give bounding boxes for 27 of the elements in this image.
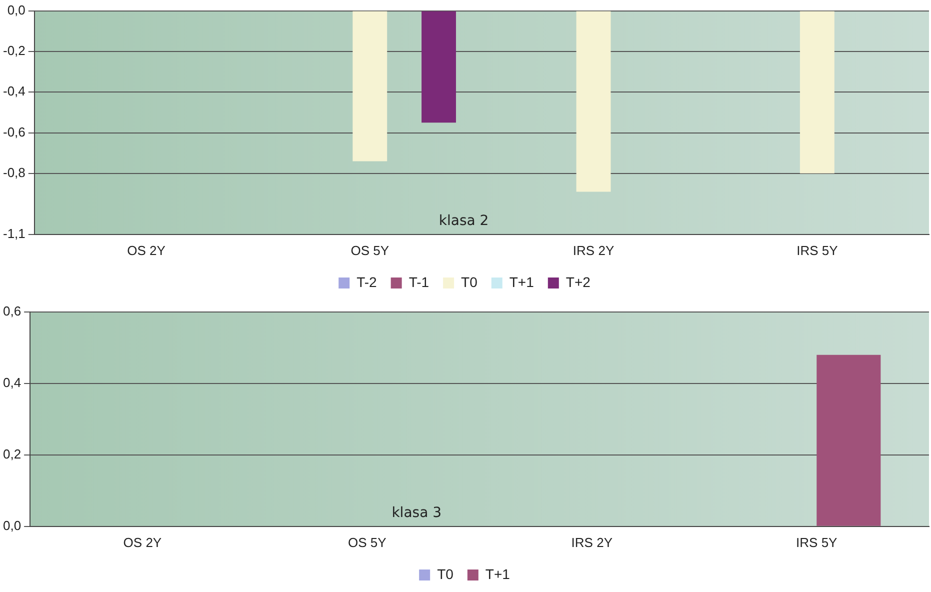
y-tick-label: 0,0: [2, 518, 22, 533]
annotation: klasa 2: [438, 213, 489, 230]
x-tick-label: IRS 5Y: [796, 242, 838, 258]
x-tick-label: IRS 5Y: [796, 534, 838, 550]
y-tick-label: -0,8: [2, 164, 26, 180]
x-tick-label: OS 2Y: [127, 242, 166, 258]
y-tick-label: -0,4: [2, 84, 26, 99]
y-tick-label: 0,0: [7, 2, 26, 18]
legend-label: T+1: [509, 274, 534, 290]
x-tick-label: OS 5Y: [350, 242, 390, 258]
y-tick-label: 0,2: [2, 446, 22, 462]
legend-label: T+2: [566, 274, 591, 290]
legend-label: T-2: [356, 274, 378, 290]
y-tick-label: 0,4: [2, 375, 22, 390]
legend-label: T0: [437, 566, 454, 582]
x-tick-label: OS 5Y: [348, 534, 387, 550]
legend-label: T-1: [408, 274, 430, 290]
x-tick-label: IRS 2Y: [572, 242, 614, 258]
y-tick-label: -0,6: [2, 124, 26, 140]
y-tick-label: 0,6: [2, 304, 22, 319]
x-tick-label: OS 2Y: [123, 534, 162, 550]
legend-label: T+1: [485, 566, 510, 582]
y-tick-label: -0,2: [2, 43, 26, 58]
y-tick-label: -1,1: [2, 226, 26, 241]
legend-label: T0: [461, 274, 478, 290]
x-tick-label: IRS 2Y: [571, 534, 613, 550]
annotation: klasa 3: [392, 505, 442, 522]
